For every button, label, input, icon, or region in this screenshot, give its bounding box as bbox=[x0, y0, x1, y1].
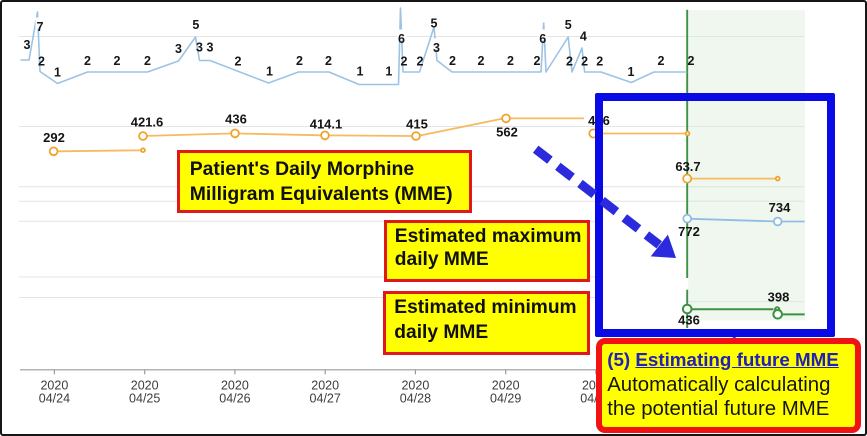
svg-text:2: 2 bbox=[596, 55, 603, 69]
svg-text:2020: 2020 bbox=[401, 379, 429, 393]
svg-text:5: 5 bbox=[192, 18, 199, 32]
svg-text:3: 3 bbox=[196, 41, 203, 55]
svg-text:2: 2 bbox=[478, 54, 485, 68]
svg-text:398: 398 bbox=[768, 290, 790, 305]
svg-text:6: 6 bbox=[398, 32, 405, 46]
svg-text:414.1: 414.1 bbox=[310, 117, 343, 132]
svg-text:734: 734 bbox=[769, 200, 791, 215]
svg-text:04/26: 04/26 bbox=[219, 392, 250, 406]
svg-text:2: 2 bbox=[566, 55, 573, 69]
svg-text:5: 5 bbox=[431, 17, 438, 31]
svg-text:415: 415 bbox=[406, 117, 428, 132]
svg-text:2: 2 bbox=[581, 55, 588, 69]
svg-text:2020: 2020 bbox=[40, 379, 68, 393]
svg-text:2: 2 bbox=[84, 54, 91, 68]
svg-text:2: 2 bbox=[401, 55, 408, 69]
svg-text:04/28: 04/28 bbox=[400, 392, 431, 406]
svg-text:421.6: 421.6 bbox=[131, 115, 164, 130]
svg-text:2: 2 bbox=[658, 54, 665, 68]
svg-text:04/25: 04/25 bbox=[129, 392, 160, 406]
svg-text:562: 562 bbox=[496, 125, 518, 140]
svg-text:292: 292 bbox=[43, 130, 65, 145]
svg-text:2: 2 bbox=[296, 54, 303, 68]
svg-text:2020: 2020 bbox=[221, 379, 249, 393]
svg-text:2: 2 bbox=[325, 54, 332, 68]
svg-text:2020: 2020 bbox=[311, 379, 339, 393]
svg-text:7: 7 bbox=[37, 20, 44, 34]
svg-text:2: 2 bbox=[235, 55, 242, 69]
svg-text:3: 3 bbox=[207, 41, 214, 55]
svg-text:436: 436 bbox=[225, 112, 247, 127]
svg-text:5: 5 bbox=[565, 18, 572, 32]
svg-text:6: 6 bbox=[539, 32, 546, 46]
svg-text:04/24: 04/24 bbox=[39, 392, 70, 406]
svg-text:772: 772 bbox=[678, 224, 700, 239]
svg-text:3: 3 bbox=[24, 38, 31, 52]
svg-text:04/27: 04/27 bbox=[310, 392, 341, 406]
svg-text:1: 1 bbox=[54, 66, 61, 80]
svg-text:4: 4 bbox=[580, 30, 587, 44]
svg-text:2020: 2020 bbox=[492, 379, 520, 393]
svg-text:2: 2 bbox=[534, 54, 541, 68]
svg-text:2: 2 bbox=[688, 54, 695, 68]
svg-text:2: 2 bbox=[144, 54, 151, 68]
svg-text:2: 2 bbox=[114, 54, 121, 68]
svg-text:436: 436 bbox=[678, 313, 700, 328]
svg-text:1: 1 bbox=[357, 65, 364, 79]
svg-text:2: 2 bbox=[449, 54, 456, 68]
svg-text:63.7: 63.7 bbox=[675, 159, 700, 174]
svg-text:2020: 2020 bbox=[131, 379, 159, 393]
svg-text:3: 3 bbox=[175, 42, 182, 56]
svg-text:2: 2 bbox=[38, 55, 45, 69]
svg-text:1: 1 bbox=[385, 65, 392, 79]
svg-text:3: 3 bbox=[433, 41, 440, 55]
svg-text:04/29: 04/29 bbox=[490, 392, 521, 406]
svg-text:1: 1 bbox=[628, 65, 635, 79]
svg-text:2: 2 bbox=[507, 54, 514, 68]
svg-text:1: 1 bbox=[266, 65, 273, 79]
svg-text:2: 2 bbox=[417, 55, 424, 69]
